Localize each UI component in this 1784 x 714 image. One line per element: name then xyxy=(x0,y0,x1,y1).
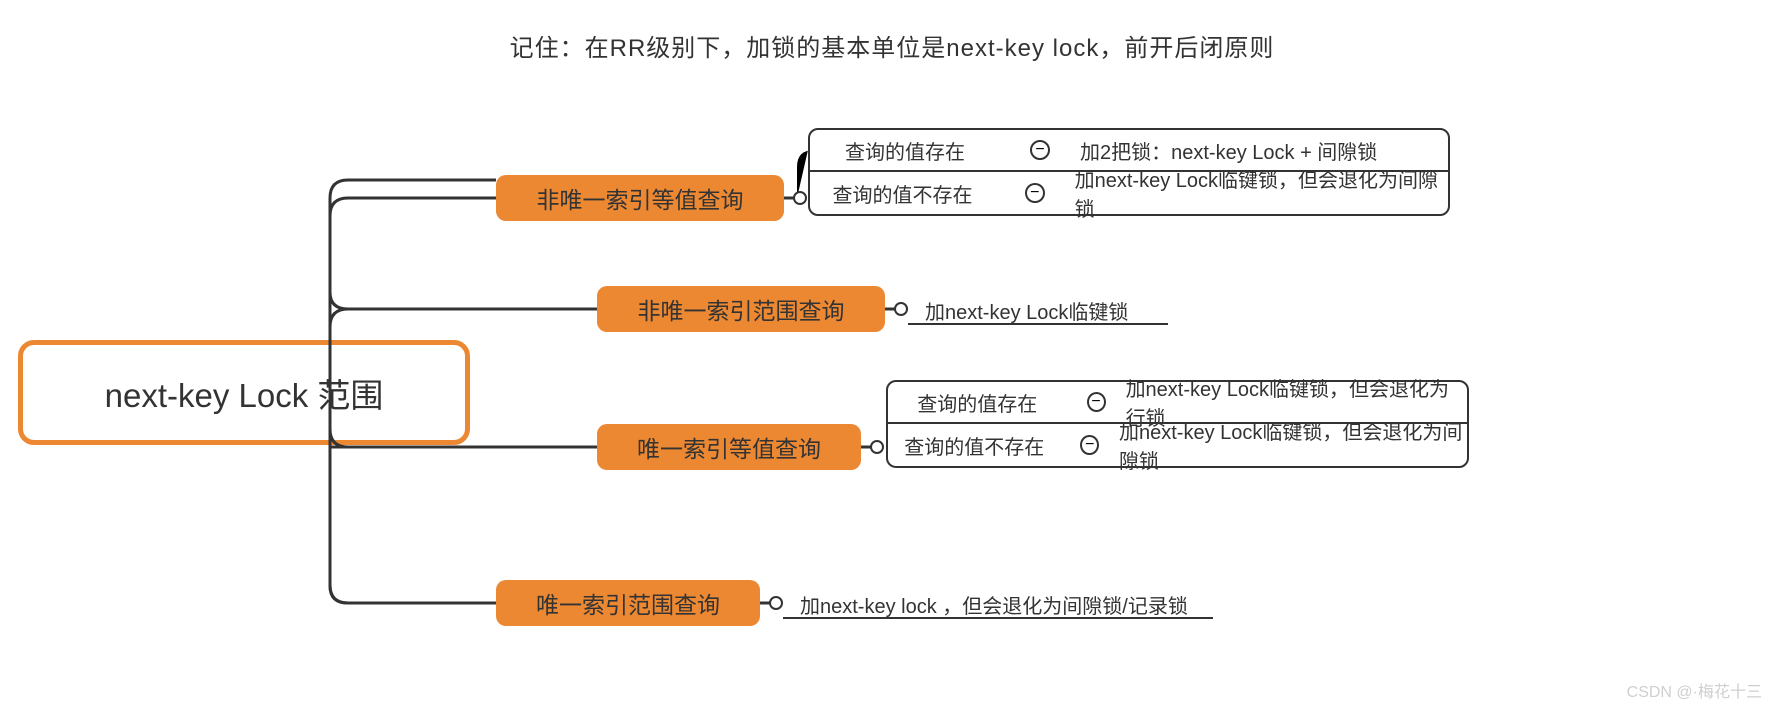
branch-label: 唯一索引范围查询 xyxy=(536,586,720,620)
leaf-result: 加next-key Lock临键锁，但会退化为间隙锁 xyxy=(1075,164,1448,222)
collapse-icon[interactable]: − xyxy=(1025,183,1045,203)
leaf-label: 查询的值不存在 xyxy=(810,179,995,208)
connector-dot xyxy=(793,191,807,205)
diagram-title: 记住：在RR级别下，加锁的基本单位是next-key lock，前开后闭原则 xyxy=(510,28,1275,63)
leaf-underline xyxy=(783,617,1213,619)
collapse-icon[interactable]: − xyxy=(1030,140,1050,160)
collapse-icon[interactable]: − xyxy=(1080,435,1099,455)
connector-dot xyxy=(769,596,783,610)
branch-label: 唯一索引等值查询 xyxy=(637,430,821,464)
branch-label: 非唯一索引范围查询 xyxy=(638,292,845,326)
branch-node-non-unique-equal: 非唯一索引等值查询 xyxy=(496,175,784,221)
branch-label: 非唯一索引等值查询 xyxy=(537,181,744,215)
leaf-result: 加next-key Lock临键锁，但会退化为间隙锁 xyxy=(1119,416,1467,474)
root-label: next-key Lock 范围 xyxy=(105,369,384,417)
single-leaf-2: 加next-key Lock临键锁 xyxy=(925,296,1128,325)
connector-dot xyxy=(894,302,908,316)
branch-node-unique-equal: 唯一索引等值查询 xyxy=(597,424,861,470)
leaf-label: 查询的值不存在 xyxy=(888,431,1060,460)
connector-dot xyxy=(870,440,884,454)
branch-node-non-unique-range: 非唯一索引范围查询 xyxy=(597,286,885,332)
leaf-container-3: 查询的值存在 − 加next-key Lock临键锁，但会退化为行锁 查询的值不… xyxy=(886,380,1469,468)
watermark: CSDN @·梅花十三 xyxy=(1627,678,1762,702)
single-leaf-4: 加next-key lock ，但会退化为间隙锁/记录锁 xyxy=(800,590,1188,619)
collapse-icon[interactable]: − xyxy=(1087,392,1106,412)
branch-node-unique-range: 唯一索引范围查询 xyxy=(496,580,760,626)
leaf-text: 加next-key Lock临键锁 xyxy=(925,296,1128,325)
leaf-result: 加2把锁：next-key Lock + 间隙锁 xyxy=(1080,136,1377,165)
leaf-underline xyxy=(908,323,1168,325)
leaf-label: 查询的值存在 xyxy=(888,388,1067,417)
root-node: next-key Lock 范围 xyxy=(18,340,470,445)
leaf-label: 查询的值存在 xyxy=(810,136,1000,165)
leaf-container-1: 查询的值存在 − 加2把锁：next-key Lock + 间隙锁 查询的值不存… xyxy=(808,128,1450,216)
leaf-text: 加next-key lock ，但会退化为间隙锁/记录锁 xyxy=(800,590,1188,619)
